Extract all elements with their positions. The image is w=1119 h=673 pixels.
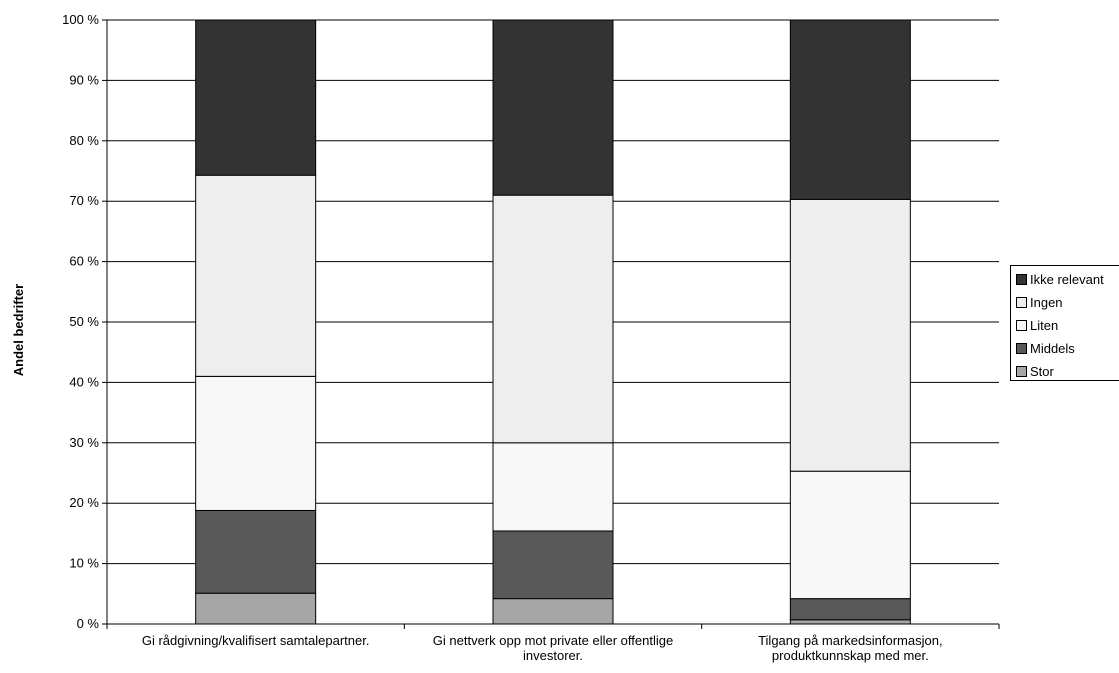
y-tick-label: 50 % xyxy=(69,314,99,329)
bar-segment-stor xyxy=(789,619,911,625)
legend-label: Ikke relevant xyxy=(1030,272,1104,287)
axes: 0 % 10 % 20 % 30 % 40 % 50 % 60 % 70 % 80 % 90 % 1… xyxy=(62,12,1000,663)
x-category-label: Tilgang på markedsinformasjon, xyxy=(758,633,943,648)
bar-segment-ingen xyxy=(195,174,317,377)
legend-swatch xyxy=(1016,274,1027,285)
bar-segment-ikke-relevant xyxy=(195,19,317,176)
legend-item: Ikke relevant xyxy=(1016,268,1119,291)
bar-segment-middels xyxy=(492,530,614,600)
bar-segment-middels xyxy=(789,598,911,621)
bars xyxy=(195,19,911,625)
x-category-label: produktkunnskap med mer. xyxy=(772,648,929,663)
bar-segment-middels xyxy=(195,509,317,594)
bar-segment-ingen xyxy=(789,198,911,472)
legend-item: Stor xyxy=(1016,360,1119,383)
y-tick-label: 100 % xyxy=(62,12,99,27)
bar-segment-liten xyxy=(195,375,317,511)
legend-label: Ingen xyxy=(1030,295,1063,310)
y-tick-label: 0 % xyxy=(77,616,100,631)
legend: Ikke relevant Ingen Liten Middels Stor xyxy=(1010,265,1119,381)
legend-label: Stor xyxy=(1030,364,1054,379)
y-tick-label: 90 % xyxy=(69,72,99,87)
bar-segment-liten xyxy=(789,470,911,600)
legend-label: Liten xyxy=(1030,318,1059,333)
legend-item: Ingen xyxy=(1016,291,1119,314)
y-tick-label: 60 % xyxy=(69,254,99,269)
legend-swatch xyxy=(1016,343,1027,354)
bar-segment-stor xyxy=(492,598,614,625)
legend-label: Middels xyxy=(1030,341,1075,356)
legend-swatch xyxy=(1016,297,1027,308)
bar-segment-liten xyxy=(492,442,614,532)
x-category-label: Gi nettverk opp mot private eller offent… xyxy=(433,633,673,648)
legend-swatch xyxy=(1016,320,1027,331)
bar-segment-ikke-relevant xyxy=(789,19,911,200)
y-tick-label: 70 % xyxy=(69,193,99,208)
y-axis-label: Andel bedrifter xyxy=(11,284,26,376)
bar-segment-ikke-relevant xyxy=(492,19,614,196)
y-tick-label: 30 % xyxy=(69,435,99,450)
y-tick-label: 80 % xyxy=(69,133,99,148)
legend-item: Middels xyxy=(1016,337,1119,360)
y-tick-label: 40 % xyxy=(69,374,99,389)
bar-segment-stor xyxy=(195,592,317,625)
legend-item: Liten xyxy=(1016,314,1119,337)
y-tick-label: 10 % xyxy=(69,556,99,571)
bar-segment-ingen xyxy=(492,194,614,444)
x-category-label: Gi rådgivning/kvalifisert samtalepartner… xyxy=(142,633,370,648)
x-category-label: investorer. xyxy=(523,648,583,663)
legend-swatch xyxy=(1016,366,1027,377)
y-tick-label: 20 % xyxy=(69,495,99,510)
